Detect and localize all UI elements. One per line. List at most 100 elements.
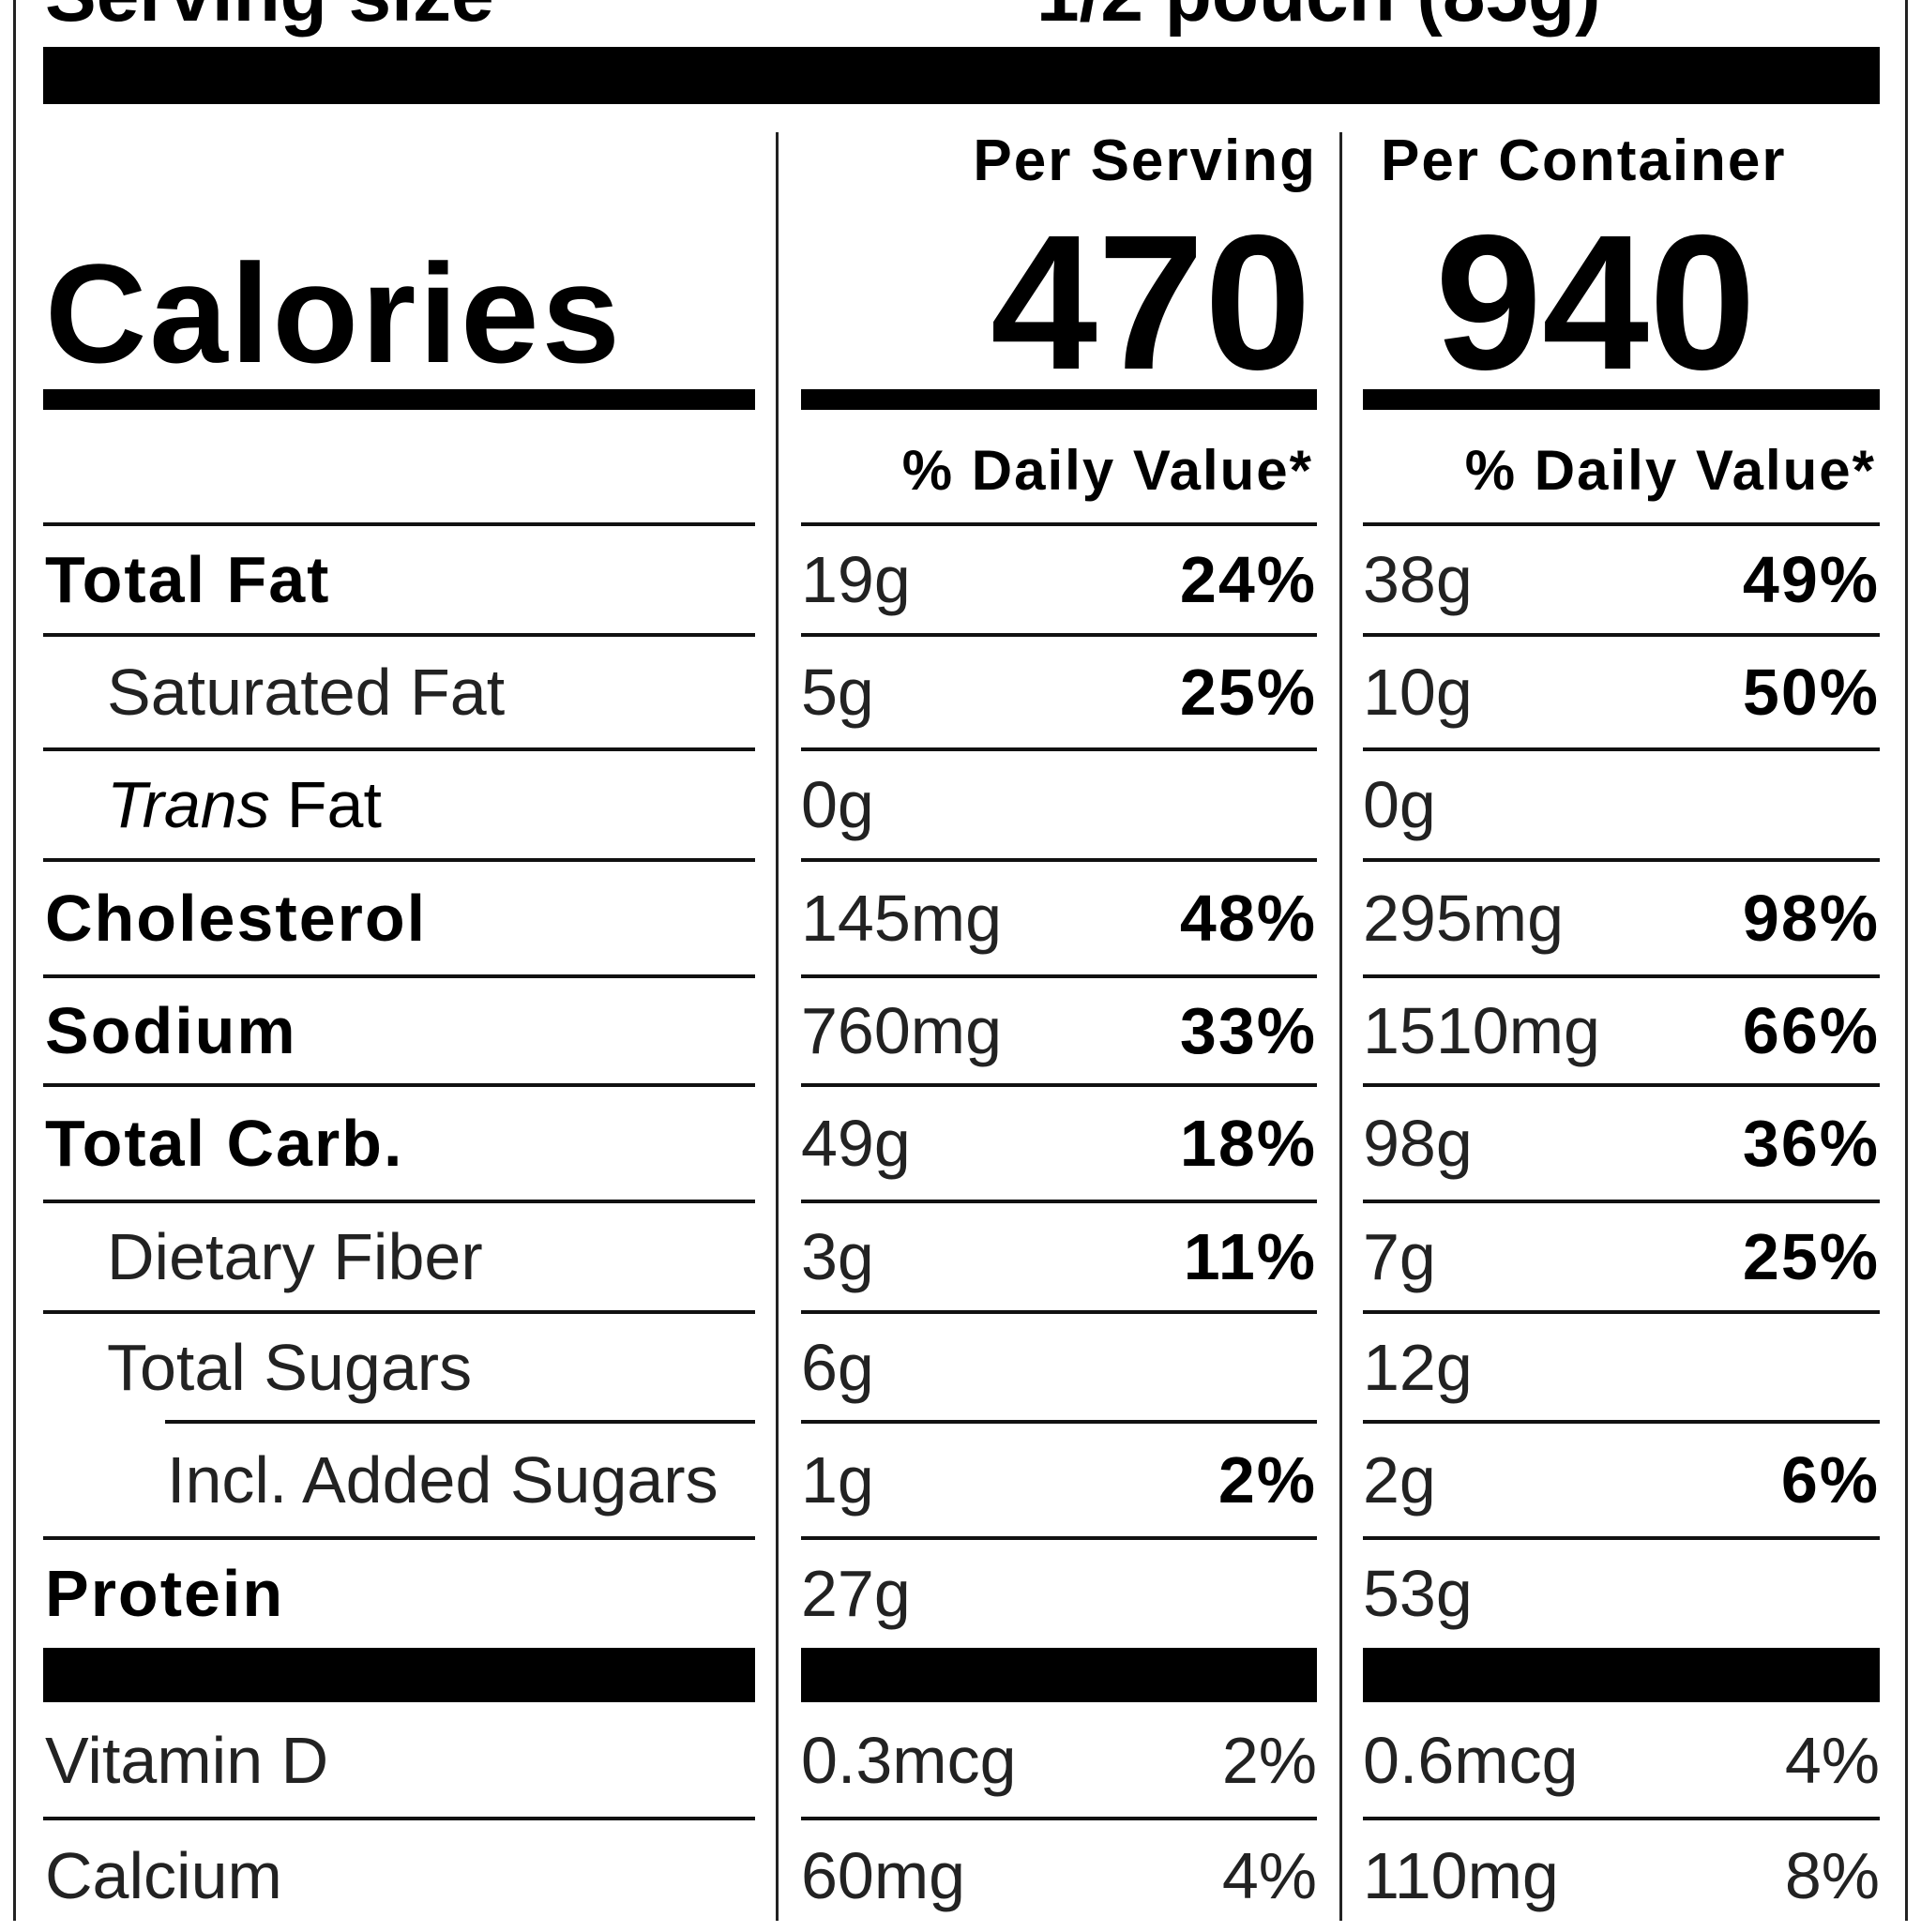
amount-per-container: 98g — [1363, 1107, 1473, 1180]
daily-value-header-container: % Daily Value* — [1464, 439, 1876, 502]
nutrient-label: Protein — [45, 1556, 285, 1630]
daily-value-per-container: 8% — [1784, 1838, 1880, 1912]
row-rule — [1363, 974, 1880, 978]
row-rule — [801, 1420, 1317, 1424]
nutrient-label: Saturated Fat — [107, 656, 506, 729]
nutrient-label: Vitamin D — [45, 1724, 329, 1797]
row-rule — [43, 1083, 755, 1087]
daily-value-per-serving: 25% — [1179, 656, 1317, 729]
row-rule — [801, 974, 1317, 978]
daily-value-per-serving: 33% — [1179, 994, 1317, 1067]
row-rule — [1363, 1817, 1880, 1820]
amount-per-serving: 145mg — [801, 882, 1003, 955]
daily-value-per-container: 49% — [1742, 543, 1880, 616]
amount-per-serving: 0g — [801, 768, 874, 841]
daily-value-per-container: 6% — [1780, 1443, 1880, 1517]
nutrient-label: Total Carb. — [45, 1107, 404, 1180]
row-rule — [801, 522, 1317, 526]
row-rule — [801, 1310, 1317, 1314]
row-rule — [801, 633, 1317, 637]
amount-per-serving: 19g — [801, 543, 911, 616]
amount-per-container: 12g — [1363, 1330, 1473, 1404]
nutrient-label: Calcium — [45, 1838, 282, 1912]
daily-value-per-serving: 18% — [1179, 1107, 1317, 1180]
amount-per-serving: 1g — [801, 1443, 874, 1517]
row-rule — [1363, 1420, 1880, 1424]
amount-per-serving: 27g — [801, 1556, 911, 1630]
serving-size-label: Serving size — [45, 0, 494, 39]
amount-per-container: 1510mg — [1363, 994, 1600, 1067]
row-rule — [1363, 1083, 1880, 1087]
per-container-header: Per Container — [1381, 128, 1787, 193]
row-rule — [801, 858, 1317, 862]
row-rule — [1363, 633, 1880, 637]
column-divider — [1339, 132, 1342, 1921]
daily-value-per-container: 66% — [1742, 994, 1880, 1067]
amount-per-container: 0g — [1363, 768, 1436, 841]
calories-label: Calories — [45, 234, 623, 392]
nutrient-label: Cholesterol — [45, 882, 428, 955]
daily-value-per-serving: 2% — [1221, 1724, 1317, 1797]
daily-value-per-container: 36% — [1742, 1107, 1880, 1180]
amount-per-container: 10g — [1363, 656, 1473, 729]
thick-separator — [43, 47, 1880, 104]
amount-per-serving: 5g — [801, 656, 874, 729]
nutrient-label: Total Sugars — [107, 1330, 473, 1404]
row-rule — [1363, 522, 1880, 526]
row-rule — [43, 1200, 755, 1203]
row-rule — [1363, 747, 1880, 751]
amount-per-container: 7g — [1363, 1220, 1436, 1293]
daily-value-per-container: 98% — [1742, 882, 1880, 955]
amount-per-container: 2g — [1363, 1443, 1436, 1517]
amount-per-serving: 3g — [801, 1220, 874, 1293]
calories-rule — [43, 389, 755, 410]
amount-per-serving: 760mg — [801, 994, 1003, 1067]
row-rule — [801, 1817, 1317, 1820]
amount-per-container: 53g — [1363, 1556, 1473, 1630]
column-divider — [776, 132, 779, 1921]
nutrient-label: Total Fat — [45, 543, 331, 616]
amount-per-serving: 60mg — [801, 1838, 966, 1912]
vitamins-separator — [801, 1648, 1317, 1702]
daily-value-per-container: 4% — [1784, 1724, 1880, 1797]
nutrient-label: Incl. Added Sugars — [167, 1443, 718, 1517]
amount-per-container: 38g — [1363, 543, 1473, 616]
label-border-right — [1905, 0, 1908, 1921]
row-rule — [1363, 1310, 1880, 1314]
calories-rule — [1363, 389, 1880, 410]
daily-value-per-container: 50% — [1742, 656, 1880, 729]
row-rule — [801, 1083, 1317, 1087]
per-serving-header: Per Serving — [973, 128, 1317, 193]
row-rule — [43, 1817, 755, 1820]
amount-per-container: 0.6mcg — [1363, 1724, 1579, 1797]
row-rule — [43, 522, 755, 526]
calories-per-container: 940 — [1435, 195, 1757, 410]
nutrient-label: Sodium — [45, 994, 297, 1067]
row-rule — [1363, 858, 1880, 862]
row-rule — [43, 858, 755, 862]
serving-size-value: 1/2 pouch (85g) — [1036, 0, 1600, 39]
row-rule — [43, 747, 755, 751]
daily-value-per-container: 25% — [1742, 1220, 1880, 1293]
amount-per-serving: 49g — [801, 1107, 911, 1180]
row-rule — [801, 1200, 1317, 1203]
row-rule — [43, 1310, 755, 1314]
daily-value-per-serving: 48% — [1179, 882, 1317, 955]
nutrient-label-text: Fat — [286, 768, 382, 841]
vitamins-separator — [1363, 1648, 1880, 1702]
row-rule — [43, 633, 755, 637]
row-rule — [43, 974, 755, 978]
amount-per-container: 295mg — [1363, 882, 1565, 955]
amount-per-container: 110mg — [1363, 1838, 1559, 1912]
calories-rule — [801, 389, 1317, 410]
row-rule — [801, 1536, 1317, 1540]
nutrient-label-italic: Trans — [107, 768, 270, 841]
row-rule — [165, 1420, 755, 1424]
daily-value-per-serving: 4% — [1221, 1838, 1317, 1912]
row-rule — [801, 747, 1317, 751]
nutrient-label: Trans Fat — [107, 749, 382, 860]
nutrient-label: Dietary Fiber — [107, 1220, 483, 1293]
daily-value-header-serving: % Daily Value* — [901, 439, 1313, 502]
row-rule — [1363, 1536, 1880, 1540]
calories-per-serving: 470 — [990, 195, 1311, 410]
